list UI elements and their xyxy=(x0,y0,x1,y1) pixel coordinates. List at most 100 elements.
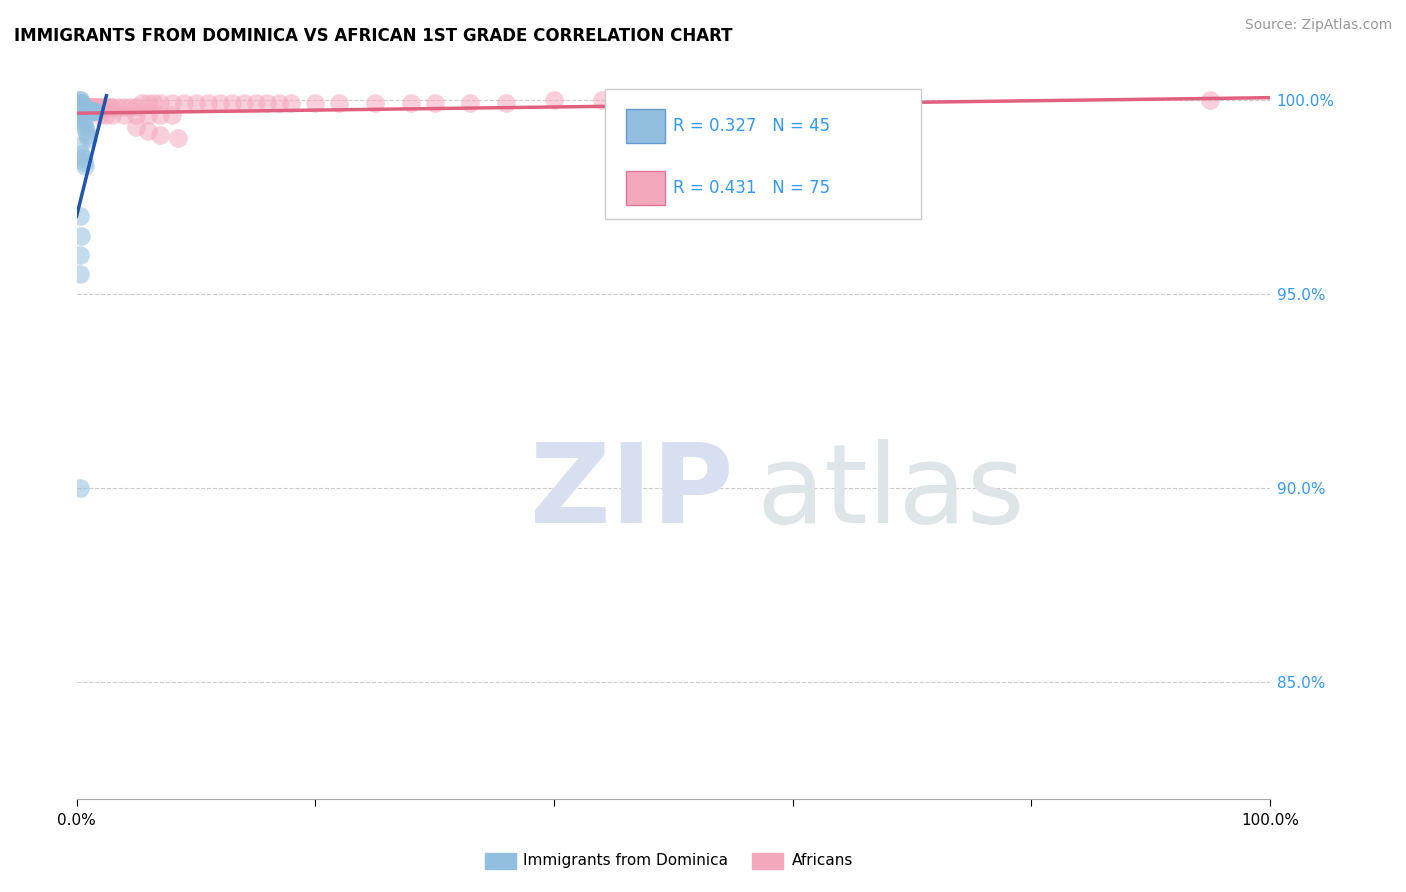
Point xyxy=(75,124,97,138)
Point xyxy=(136,108,159,122)
Point xyxy=(125,100,148,114)
Point xyxy=(73,120,96,134)
Point xyxy=(83,100,105,114)
Point xyxy=(167,131,190,145)
Point xyxy=(70,147,93,161)
Point xyxy=(107,100,129,114)
Point xyxy=(125,108,148,122)
Point xyxy=(84,100,107,114)
Point xyxy=(280,96,302,111)
Point xyxy=(76,128,98,142)
Point xyxy=(125,120,148,134)
Point xyxy=(80,104,103,119)
Point xyxy=(232,96,254,111)
Point xyxy=(149,108,172,122)
Point xyxy=(70,104,93,119)
Point xyxy=(77,104,100,119)
Point xyxy=(87,100,110,114)
Point xyxy=(591,93,613,107)
Point xyxy=(184,96,207,111)
Point xyxy=(73,104,96,119)
Point xyxy=(70,108,93,122)
Point xyxy=(73,116,96,130)
Point xyxy=(70,96,93,111)
Point xyxy=(328,96,350,111)
Point xyxy=(69,139,91,153)
Point xyxy=(364,96,387,111)
Point xyxy=(69,248,91,262)
Point xyxy=(76,104,98,119)
Point xyxy=(72,112,94,126)
Point xyxy=(112,108,135,122)
Point xyxy=(173,96,195,111)
Point xyxy=(73,100,96,114)
Point xyxy=(136,96,159,111)
Text: R = 0.327   N = 45: R = 0.327 N = 45 xyxy=(673,117,831,135)
Point xyxy=(72,100,94,114)
Point xyxy=(208,96,231,111)
Point xyxy=(83,104,105,119)
Point xyxy=(79,100,101,114)
Point xyxy=(76,104,98,119)
Point xyxy=(72,100,94,114)
Point xyxy=(70,100,93,114)
Point xyxy=(83,104,105,119)
Point xyxy=(221,96,243,111)
Point xyxy=(96,100,118,114)
Point xyxy=(686,93,709,107)
Point xyxy=(160,108,183,122)
Point xyxy=(101,100,124,114)
Point xyxy=(80,100,103,114)
Point xyxy=(73,104,96,119)
Point xyxy=(80,104,103,119)
Point xyxy=(423,96,446,111)
Point xyxy=(69,100,91,114)
Text: Source: ZipAtlas.com: Source: ZipAtlas.com xyxy=(1244,18,1392,32)
Text: Immigrants from Dominica: Immigrants from Dominica xyxy=(523,854,728,868)
Point xyxy=(73,104,96,119)
Point xyxy=(70,112,93,126)
Point xyxy=(87,104,110,119)
Point xyxy=(77,100,100,114)
Point xyxy=(143,96,166,111)
Point xyxy=(112,100,135,114)
Point xyxy=(72,100,94,114)
Point xyxy=(77,104,100,119)
Point xyxy=(69,108,91,122)
Point xyxy=(89,100,111,114)
Point xyxy=(69,104,91,119)
Point xyxy=(82,100,104,114)
Text: ZIP: ZIP xyxy=(530,439,734,546)
Point xyxy=(91,100,114,114)
Point xyxy=(638,93,661,107)
Point xyxy=(77,104,100,119)
Point xyxy=(70,96,93,111)
Point xyxy=(69,96,91,111)
Point xyxy=(75,100,97,114)
Point xyxy=(160,96,183,111)
Point xyxy=(197,96,219,111)
Point xyxy=(83,104,105,119)
Point xyxy=(72,151,94,165)
Point xyxy=(72,100,94,114)
Point xyxy=(79,104,101,119)
Point xyxy=(73,100,96,114)
Text: Africans: Africans xyxy=(792,854,853,868)
Point xyxy=(70,96,93,111)
Point xyxy=(96,108,118,122)
Point xyxy=(73,100,96,114)
Point xyxy=(1199,93,1222,107)
Point xyxy=(73,104,96,119)
Point xyxy=(69,481,91,495)
Point xyxy=(256,96,278,111)
Point xyxy=(120,100,142,114)
Point xyxy=(399,96,422,111)
Point xyxy=(69,209,91,223)
Point xyxy=(460,96,482,111)
Point xyxy=(69,93,91,107)
Point xyxy=(269,96,291,111)
Point xyxy=(543,93,565,107)
Point xyxy=(73,159,96,173)
Point xyxy=(69,108,91,122)
Point xyxy=(782,202,804,216)
